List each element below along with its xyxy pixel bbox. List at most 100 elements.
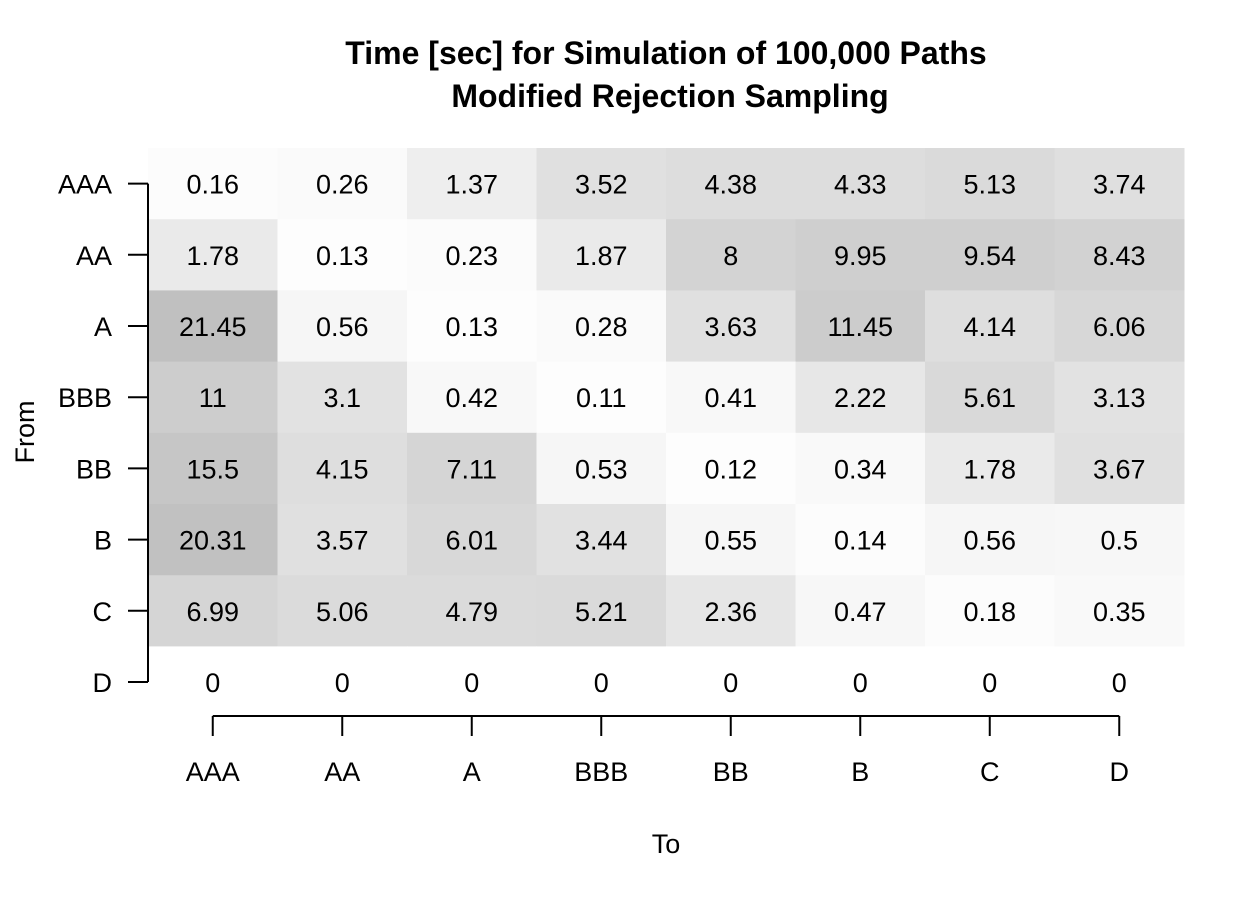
cell-value-label: 0.56 xyxy=(963,526,1016,556)
heatmap-cell xyxy=(407,504,537,576)
cell-value-label: 0.13 xyxy=(316,241,369,271)
heatmap-cell xyxy=(795,219,926,291)
heatmap-cell xyxy=(536,575,667,647)
heatmap-cells xyxy=(148,148,1185,719)
cell-value-label: 8 xyxy=(723,241,738,271)
heatmap-cell xyxy=(148,219,278,291)
x-tick-label: AAA xyxy=(186,757,240,787)
heatmap-cell xyxy=(148,575,278,647)
cell-value-label: 21.45 xyxy=(179,312,247,342)
cell-value-label: 0 xyxy=(594,668,609,698)
heatmap-cell xyxy=(925,432,1055,505)
cell-value-label: 9.95 xyxy=(834,241,887,271)
cell-value-label: 3.13 xyxy=(1093,383,1146,413)
cell-value-label: 11.45 xyxy=(827,312,893,342)
heatmap-cell xyxy=(666,504,796,576)
cell-value-label: 5.61 xyxy=(963,383,1016,413)
cell-value-label: 1.78 xyxy=(963,454,1016,484)
cell-value-label: 5.21 xyxy=(575,597,628,627)
heatmap-cell xyxy=(666,575,796,647)
heatmap-cell xyxy=(148,504,278,576)
cell-value-label: 0.5 xyxy=(1100,526,1138,556)
cell-value-label: 0.47 xyxy=(834,597,887,627)
cell-value-label: 0.16 xyxy=(186,170,239,200)
cell-value-label: 20.31 xyxy=(179,526,247,556)
cell-value-label: 0.34 xyxy=(834,454,887,484)
heatmap-cell xyxy=(536,148,667,220)
heatmap-cell xyxy=(666,219,796,291)
heatmap-cell xyxy=(536,504,667,576)
cell-value-label: 3.67 xyxy=(1093,454,1146,484)
y-tick-label: A xyxy=(94,312,112,342)
heatmap-cell xyxy=(1054,148,1185,220)
cell-value-label: 0.28 xyxy=(575,312,628,342)
y-tick-label: D xyxy=(93,668,113,698)
heatmap-cell xyxy=(407,432,537,505)
heatmap-cell xyxy=(666,148,796,220)
cell-value-label: 6.01 xyxy=(445,526,498,556)
y-tick-label: C xyxy=(93,597,113,627)
heatmap-cell xyxy=(666,432,796,505)
heatmap-cell xyxy=(1054,290,1185,363)
heatmap-cell xyxy=(407,646,537,719)
heatmap-cell xyxy=(536,219,667,291)
x-tick-label: A xyxy=(463,757,481,787)
cell-value-label: 0.26 xyxy=(316,170,369,200)
cell-value-label: 1.37 xyxy=(445,170,498,200)
heatmap-cell xyxy=(1054,646,1185,719)
heatmap-cell xyxy=(925,219,1055,291)
heatmap-cell xyxy=(407,361,537,434)
cell-value-label: 0.53 xyxy=(575,454,628,484)
x-tick-label: BBB xyxy=(574,757,628,787)
cell-value-label: 0.13 xyxy=(445,312,498,342)
heatmap-cell xyxy=(277,646,408,719)
heatmap-cell xyxy=(148,432,278,505)
heatmap-cell xyxy=(536,361,667,434)
cell-value-label: 15.5 xyxy=(186,454,239,484)
heatmap-cell xyxy=(277,504,408,576)
heatmap-cell xyxy=(148,646,278,719)
cell-value-label: 0.35 xyxy=(1093,597,1146,627)
heatmap-cell xyxy=(536,290,667,363)
heatmap-cell xyxy=(277,219,408,291)
heatmap-cell xyxy=(795,646,926,719)
cell-value-label: 0 xyxy=(464,668,479,698)
heatmap-cell xyxy=(277,361,408,434)
heatmap-cell xyxy=(407,290,537,363)
cell-value-label: 1.78 xyxy=(186,241,239,271)
heatmap-cell xyxy=(148,290,278,363)
cell-value-label: 9.54 xyxy=(963,241,1016,271)
x-axis: AAA AA A BBB BB B C D xyxy=(186,715,1129,787)
heatmap-cell xyxy=(536,432,667,505)
cell-value-label: 4.79 xyxy=(445,597,498,627)
cell-value-label: 3.74 xyxy=(1093,170,1146,200)
cell-value-label: 3.57 xyxy=(316,526,369,556)
cell-value-label: 0.42 xyxy=(445,383,498,413)
heatmap-cell xyxy=(925,361,1055,434)
heatmap-cell xyxy=(795,290,926,363)
heatmap-cell xyxy=(925,575,1055,647)
cell-value-label: 2.36 xyxy=(704,597,757,627)
heatmap-cell xyxy=(795,361,926,434)
heatmap-cell xyxy=(795,432,926,505)
heatmap-cell xyxy=(1054,575,1185,647)
cell-value-label: 4.38 xyxy=(704,170,757,200)
y-tick-label: BB xyxy=(76,454,112,484)
cell-value-label: 0.11 xyxy=(576,383,627,413)
cell-value-label: 3.1 xyxy=(323,383,361,413)
x-tick-label: AA xyxy=(324,757,360,787)
heatmap-cell xyxy=(1054,361,1185,434)
heatmap-cell xyxy=(1054,504,1185,576)
chart-subtitle: Modified Rejection Sampling xyxy=(451,78,888,114)
cell-value-label: 3.63 xyxy=(704,312,757,342)
x-tick-label: BB xyxy=(713,757,749,787)
cell-value-label: 3.44 xyxy=(575,526,628,556)
heatmap-cell xyxy=(925,646,1055,719)
heatmap-cell xyxy=(666,361,796,434)
y-axis-label: From xyxy=(10,401,40,464)
heatmap-cell xyxy=(1054,219,1185,291)
heatmap-cell xyxy=(795,504,926,576)
cell-value-label: 4.33 xyxy=(834,170,887,200)
heatmap-cell-labels: 0.16 0.26 1.37 3.52 4.38 4.33 5.13 3.74 1.78 0.13… xyxy=(179,170,1146,698)
